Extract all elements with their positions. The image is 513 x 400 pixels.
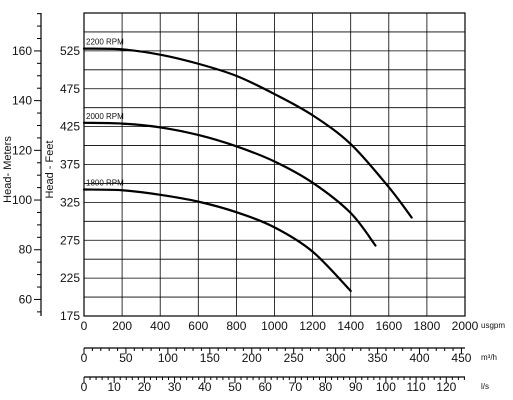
x-tick-label: 600: [188, 319, 208, 333]
x-tick-label: 200: [242, 351, 262, 365]
y-tick-label-feet: 225: [60, 271, 80, 285]
x-tick-label: 50: [119, 351, 133, 365]
y-axis-title-meters: Head- Meters: [2, 136, 14, 203]
x-tick-label: 150: [200, 351, 220, 365]
y-tick-label-feet: 175: [60, 309, 80, 323]
x-tick-label: 100: [158, 351, 178, 365]
y-tick-label-feet: 475: [60, 82, 80, 96]
x-axes: 0 200 400 600 800 1000 1200 1400 1600 1800 2000 usg…: [81, 319, 506, 394]
x-tick-label: 800: [226, 319, 246, 333]
x-tick-label: 50: [228, 380, 242, 394]
x-tick-label: 40: [198, 380, 212, 394]
y-tick-label-meters: 120: [12, 143, 32, 157]
x-tick-label: 100: [376, 380, 396, 394]
x-tick-label: 1000: [261, 319, 288, 333]
x-tick-label: 400: [409, 351, 429, 365]
series-line: [82, 47, 413, 219]
x-tick-label: 120: [436, 380, 456, 394]
x-tick-label: 80: [319, 380, 333, 394]
series-label: 2200 RPM: [86, 38, 124, 47]
y-tick-label-feet: 325: [60, 195, 80, 209]
x-axis-unit-label: l/s: [481, 382, 489, 391]
series-label: 2000 RPM: [86, 112, 124, 121]
series-line: [82, 121, 377, 247]
y-tick-label-meters: 60: [19, 292, 33, 306]
y-axis-title-feet: Head - Feet: [44, 140, 56, 198]
y-tick-label-meters: 100: [12, 193, 32, 207]
x-tick-label: 450: [451, 351, 471, 365]
x-tick-label: 0: [81, 319, 88, 333]
x-tick-label: 30: [168, 380, 182, 394]
y-tick-label-feet: 525: [60, 44, 80, 58]
x-tick-label: 110: [407, 380, 426, 394]
x-tick-label: 250: [284, 351, 304, 365]
x-tick-label: 0: [81, 351, 88, 365]
x-tick-label: 60: [258, 380, 272, 394]
x-tick-label: 1600: [375, 319, 402, 333]
x-tick-label: 20: [138, 380, 152, 394]
x-tick-label: 300: [326, 351, 346, 365]
plot-frame: [83, 12, 466, 317]
y-tick-label-meters: 140: [12, 94, 32, 108]
series-label: 1800 RPM: [86, 178, 124, 187]
x-tick-label: 400: [150, 319, 170, 333]
y-tick-label-meters: 160: [12, 44, 32, 58]
y-tick-label-feet: 375: [60, 158, 80, 172]
x-tick-label: 70: [289, 380, 303, 394]
series-line: [82, 188, 352, 293]
x-tick-label: 0: [81, 380, 88, 394]
x-tick-label: 200: [112, 319, 132, 333]
x-axis-unit-label: m³/h: [481, 353, 497, 362]
x-tick-label: 90: [349, 380, 363, 394]
x-tick-label: 1200: [299, 319, 326, 333]
x-tick-label: 10: [108, 380, 122, 394]
x-tick-label: 1800: [414, 319, 441, 333]
grid-lines: [83, 12, 466, 317]
x-axis-unit-label: usgpm: [481, 321, 505, 330]
x-tick-label: 1400: [337, 319, 364, 333]
x-tick-label: 2000: [452, 319, 479, 333]
y-tick-label-meters: 80: [19, 243, 33, 257]
y-tick-label-feet: 275: [60, 233, 80, 247]
y-tick-label-feet: 425: [60, 120, 80, 134]
y-axes: 175 225 275 325 375 425 475 525 60 80 100 120 140 160…: [2, 13, 80, 323]
performance-curves: 2200 RPM 2000 RPM 1800 RPM: [82, 38, 413, 293]
x-tick-label: 350: [368, 351, 388, 365]
